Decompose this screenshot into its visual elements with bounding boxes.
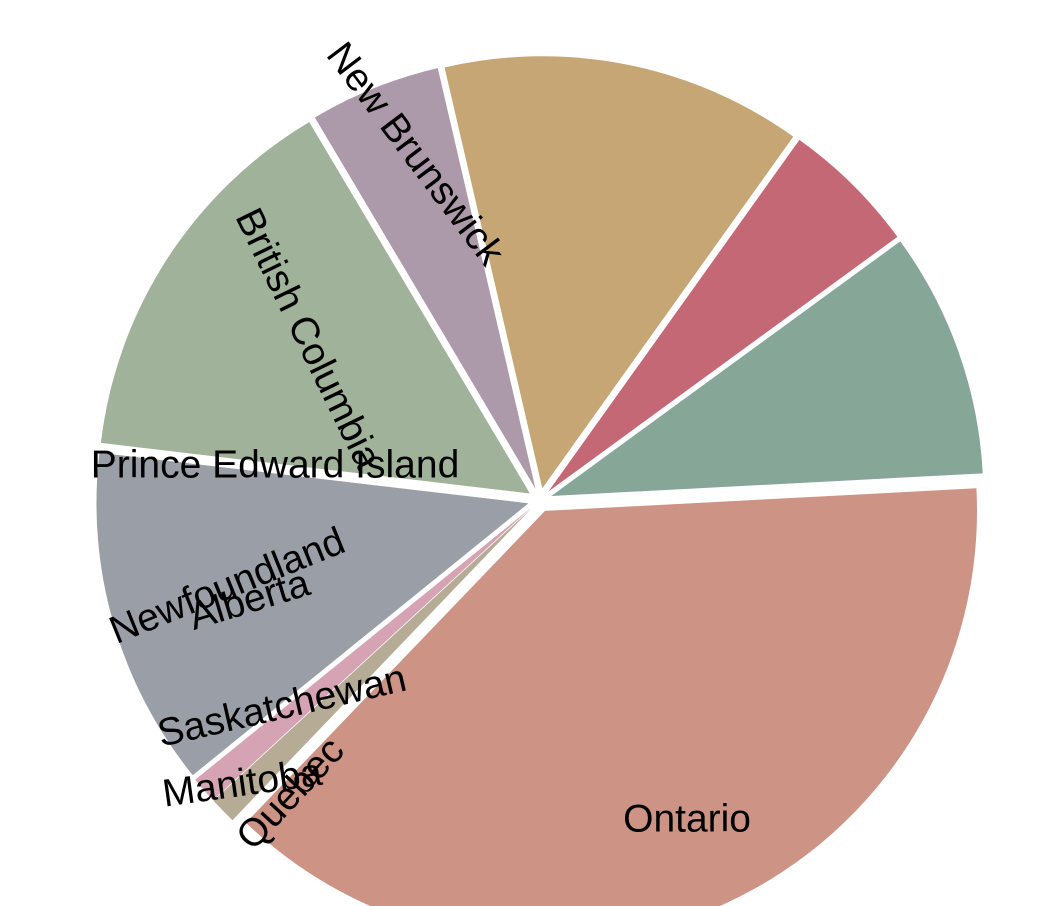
- pie-slice-new-brunswick: [314, 68, 536, 489]
- pie-slice-alberta: [96, 452, 529, 776]
- pie-slice-quebec: [551, 241, 983, 496]
- pie-slice-manitoba: [213, 508, 532, 821]
- pie-label-prince-edward-island: Prince Edward Island: [91, 443, 460, 486]
- pie-slices: [96, 56, 983, 906]
- pie-slice-british-columbia: [100, 122, 530, 494]
- pie-slice-saskatchewan: [195, 507, 531, 801]
- pie-slice-ontario: [245, 488, 977, 906]
- pie-slice-newfoundland: [548, 139, 898, 492]
- pie-label-ontario: Ontario: [623, 798, 751, 841]
- pie-slice-prince-edward-island: [444, 56, 794, 489]
